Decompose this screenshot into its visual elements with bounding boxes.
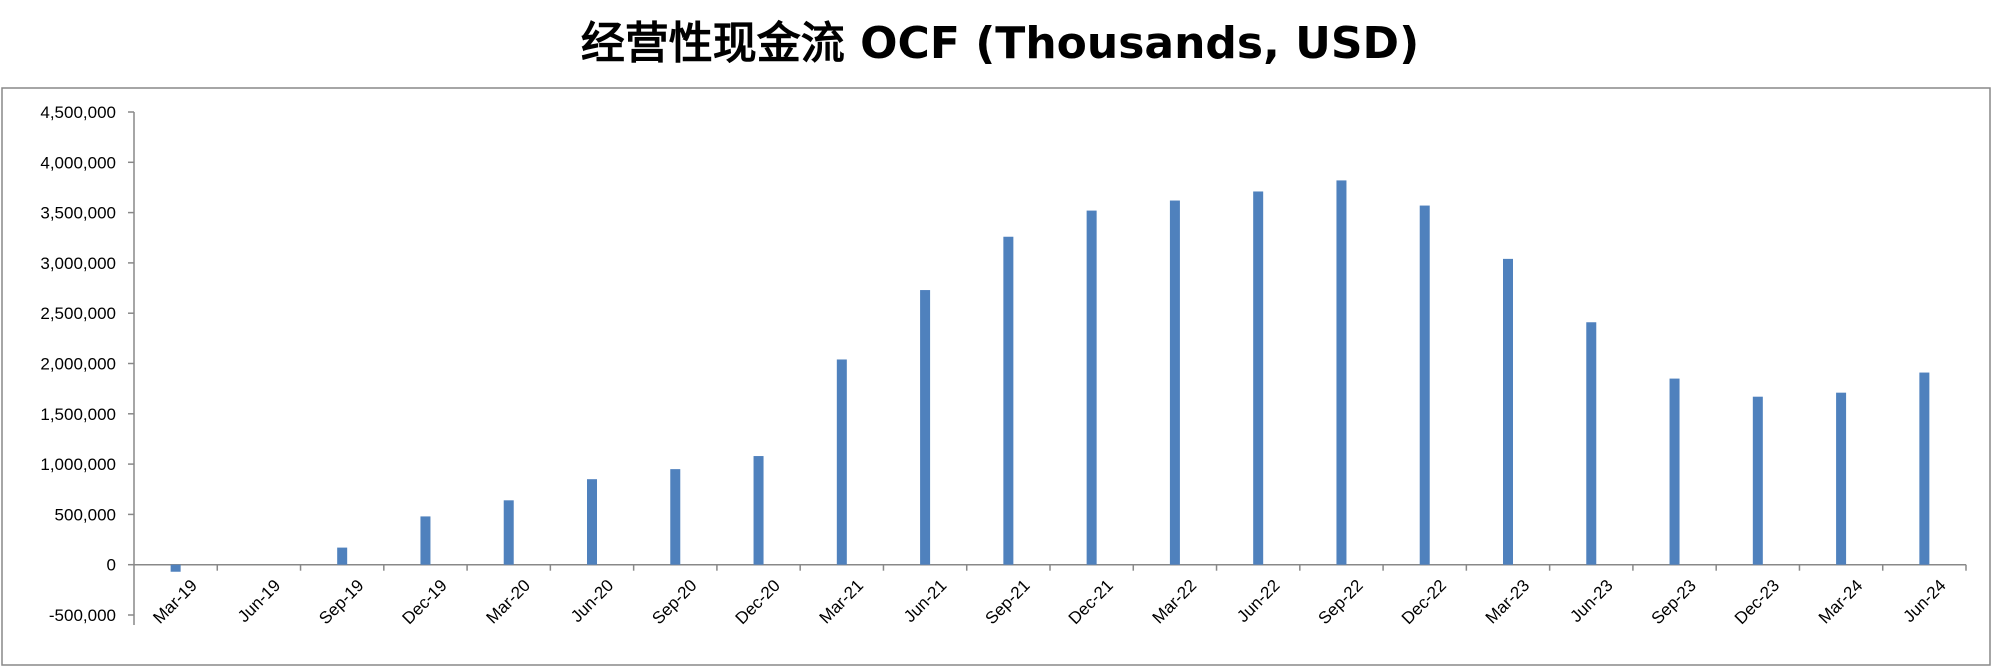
chart-title: 经营性现金流 OCF (Thousands, USD) [580,18,1420,69]
bar [1586,322,1597,565]
bar [1419,205,1430,565]
y-tick-label: 2,000,000 [40,355,116,374]
y-tick-label: 1,000,000 [40,455,116,474]
x-tick-label: Sep-20 [648,576,700,628]
bar [587,479,597,565]
bar [1003,236,1014,565]
bar [1086,210,1097,565]
bar [1752,396,1763,565]
bar [503,500,514,565]
x-tick-label: Jun-19 [234,576,284,626]
y-tick-label: 3,500,000 [40,204,116,223]
bar [670,469,681,565]
bar-series [170,180,1930,572]
x-tick-label: Dec-23 [1731,576,1783,628]
x-tick-label: Mar-22 [1149,576,1201,628]
bar [920,290,931,565]
x-tick-label: Jun-21 [900,576,950,626]
x-tick-label: Sep-19 [315,576,367,628]
bar [1503,258,1513,565]
x-tick-label: Jun-20 [567,576,617,626]
x-tick-label: Mar-20 [483,576,535,628]
bar [836,359,847,565]
bar [1919,372,1930,565]
bar [1169,200,1180,565]
x-tick-label: Dec-20 [732,576,784,628]
x-tick-label: Sep-21 [981,576,1033,628]
bar [753,456,764,565]
y-tick-label: 2,500,000 [40,304,116,323]
x-tick-label: Dec-22 [1398,576,1450,628]
y-tick-label: 1,500,000 [40,405,116,424]
bar [170,564,181,572]
bar [1669,378,1680,565]
y-tick-label: 500,000 [55,505,116,524]
x-tick-label: Dec-19 [399,576,451,628]
x-tick-label: Dec-21 [1065,576,1117,628]
y-tick-label: -500,000 [49,606,116,625]
x-tick-label: Jun-22 [1233,576,1283,626]
bar [420,516,431,565]
x-tick-label: Mar-19 [149,576,201,628]
y-axis-ticks: -500,000 0 500,000 1,000,000 1,500,000 2,000,… [40,103,134,625]
y-tick-label: 3,000,000 [40,254,116,273]
x-tick-label: Mar-23 [1482,576,1534,628]
bar [1836,392,1847,565]
y-tick-label: 4,000,000 [40,153,116,172]
bar [1336,180,1347,565]
x-tick-label: Mar-21 [816,576,868,628]
x-tick-label: Jun-24 [1899,576,1949,626]
bar [1253,191,1264,565]
x-tick-label: Jun-23 [1566,576,1616,626]
x-tick-label: Sep-23 [1648,576,1700,628]
plot-border [1,87,1991,666]
bar [337,547,348,565]
y-tick-label: 0 [107,556,116,575]
y-tick-label: 4,500,000 [40,103,116,122]
x-tick-label: Sep-22 [1315,576,1367,628]
x-tick-label: Mar-24 [1815,576,1867,628]
x-axis-ticks: Mar-19 Jun-19 Sep-19 Dec-19 Mar-20 Jun-20 Sep-… [149,564,1967,628]
